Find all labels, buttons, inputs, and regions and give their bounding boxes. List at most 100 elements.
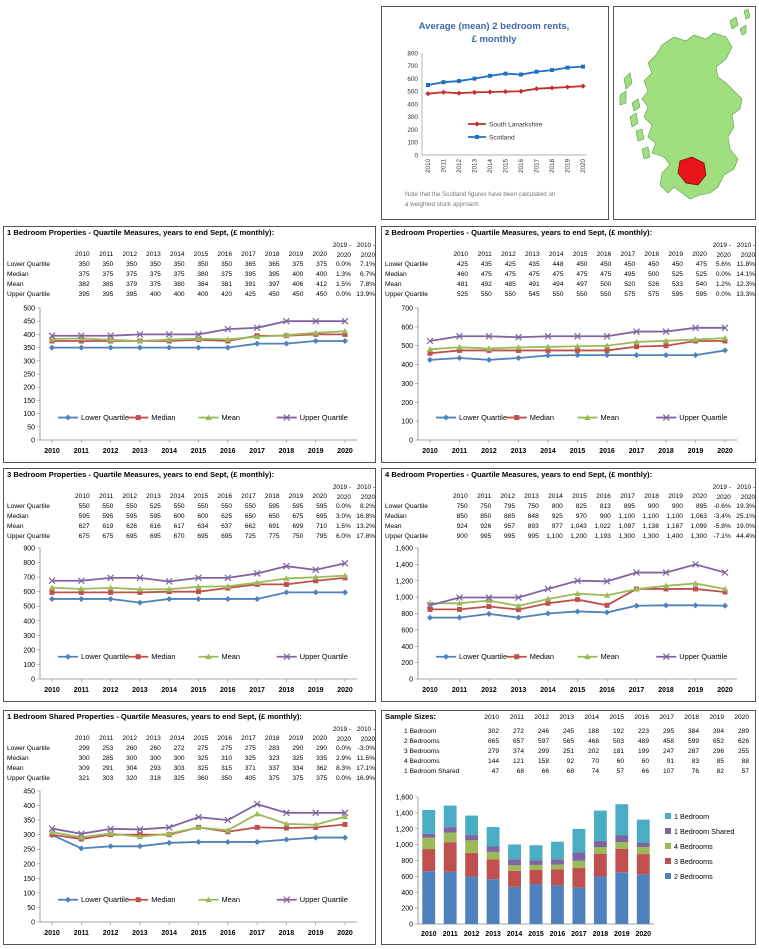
table-cell: 253	[102, 744, 114, 752]
year-header: 2011	[99, 734, 114, 742]
y-tick-label: 100	[23, 662, 35, 669]
table-cell: 47	[491, 767, 499, 775]
data-point-mean	[224, 336, 231, 342]
data-point-lower	[515, 354, 522, 361]
table-cell: 670	[173, 532, 185, 540]
data-point-scotland	[488, 73, 492, 78]
table-cell: 290	[316, 744, 328, 752]
data-point-upper	[107, 332, 115, 340]
y-tick-label: 300	[401, 381, 413, 388]
table-cell: 60	[616, 757, 624, 765]
change-cell: 1.5%	[335, 280, 351, 288]
table-cell: 699	[292, 522, 304, 530]
y-tick-label: 0	[31, 920, 35, 927]
bar-segment-bar_3bed	[529, 869, 543, 885]
y-tick-label: 300	[407, 114, 418, 121]
table-cell: 650	[268, 512, 280, 520]
y-tick-label: 400	[407, 101, 418, 108]
table-cell: 350	[173, 260, 185, 268]
bar-segment-bar_2bed	[486, 879, 500, 924]
y-tick-label: 800	[401, 611, 413, 618]
change-cell: 13.2%	[356, 522, 375, 530]
table-cell: 475	[504, 270, 516, 278]
y-tick-label: 200	[23, 861, 35, 868]
y-tick-label: 0	[409, 677, 413, 684]
data-point-upper	[48, 577, 56, 585]
table-cell: 391	[244, 280, 256, 288]
table-cell: 550	[600, 290, 612, 298]
table-cell: 575	[648, 290, 660, 298]
x-tick-label: 2019	[614, 931, 630, 938]
data-point-mean	[224, 583, 231, 589]
x-tick-label: 2010	[44, 687, 60, 694]
data-point-mean	[515, 602, 522, 609]
change-cell: 2.9%	[335, 754, 351, 762]
change-cell: 3.0%	[335, 512, 351, 520]
change-header: 2019 -	[332, 726, 351, 733]
year-header: 2012	[122, 492, 138, 500]
data-point-median	[342, 821, 348, 827]
table-cell: 468	[587, 737, 599, 745]
legend-marker-mean	[584, 414, 591, 420]
year-header: 2013	[524, 492, 539, 500]
data-point-lower	[545, 352, 551, 359]
row-label: Lower Quartile	[385, 260, 428, 268]
data-point-mean	[195, 335, 202, 342]
table-cell: 395	[268, 270, 280, 278]
table-cell: 675	[78, 532, 90, 540]
data-point-upper	[721, 569, 729, 576]
table-cell: 181	[612, 747, 624, 755]
panel-title: 2 Bedroom Properties - Quartile Measures…	[385, 228, 653, 237]
table-cell: 1,300	[690, 532, 707, 540]
legend-marker-median	[135, 415, 141, 421]
bar-segment-bar_2bed	[508, 886, 521, 924]
change-cell: 13.3%	[736, 290, 755, 298]
x-tick-label: 2017	[571, 931, 587, 938]
x-tick-label: 2018	[279, 930, 295, 937]
legend-marker-median	[514, 654, 520, 660]
year-header: 2017	[241, 492, 256, 500]
table-cell: 291	[102, 764, 114, 772]
table-row: Upper Quartile 395 395 395 400 400 400 420 425 45…	[7, 289, 375, 299]
x-tick-label: 2018	[593, 931, 609, 938]
x-tick-label: 2015	[503, 159, 510, 174]
x-tick-label: 2016	[599, 448, 615, 455]
row-label: Lower Quartile	[385, 502, 428, 510]
bar-segment-bar_1bed	[593, 810, 607, 842]
table-cell: 365	[244, 260, 256, 268]
table-cell: 695	[316, 512, 328, 520]
table-cell: 323	[268, 754, 280, 762]
data-point-lower	[663, 352, 669, 359]
table-cell: 492	[480, 280, 492, 288]
data-point-lower	[107, 843, 114, 850]
data-point-upper	[341, 317, 349, 325]
series-line-upper	[429, 326, 725, 342]
table-cell: 350	[221, 774, 233, 782]
table-cell: 66	[641, 767, 649, 775]
data-point-mean	[485, 345, 493, 351]
table-cell: 400	[316, 270, 328, 278]
x-tick-label: 2016	[599, 687, 615, 694]
table-cell: 495	[624, 270, 636, 278]
change-cell: 17.1%	[356, 764, 375, 772]
x-tick-label: 2014	[507, 931, 523, 938]
table-cell: 246	[537, 727, 549, 735]
y-tick-label: 1,600	[395, 795, 413, 802]
legend-swatch	[665, 813, 671, 819]
change-cell: 44.4%	[736, 532, 755, 540]
data-point-median	[78, 338, 84, 344]
table-cell: 350	[78, 260, 90, 268]
data-point-upper	[574, 332, 581, 340]
x-tick-label: 2015	[191, 687, 207, 694]
data-point-upper	[662, 569, 670, 576]
table-cell: 900	[456, 532, 468, 540]
x-tick-label: 2015	[528, 931, 544, 938]
table-cell: 550	[173, 502, 185, 510]
data-point-median	[604, 602, 610, 608]
table-cell: 83	[691, 757, 699, 765]
table-cell: 695	[126, 532, 138, 540]
legend-label: Lower Quartile	[81, 895, 129, 904]
y-tick-label: 400	[23, 618, 35, 625]
table-cell: 375	[292, 774, 304, 782]
table-cell: 384	[197, 280, 209, 288]
